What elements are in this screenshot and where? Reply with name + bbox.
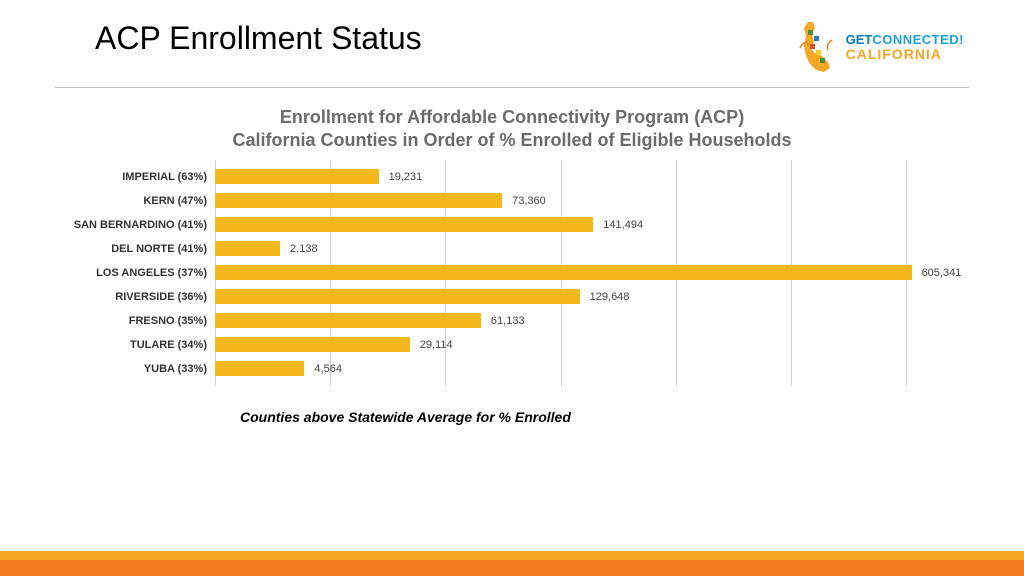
bar-value-label: 605,341 xyxy=(922,267,962,279)
y-axis-labels: IMPERIAL (63%)KERN (47%)SAN BERNARDINO (… xyxy=(60,165,215,381)
bar xyxy=(215,169,379,184)
logo-get: GET xyxy=(846,32,873,47)
bar xyxy=(215,313,481,328)
bar-row: 29,114 xyxy=(215,333,964,357)
y-label: FRESNO (35%) xyxy=(60,309,207,333)
y-label: TULARE (34%) xyxy=(60,333,207,357)
chart-title: Enrollment for Affordable Connectivity P… xyxy=(60,106,964,153)
logo: GETCONNECTED! CALIFORNIA xyxy=(798,20,964,75)
logo-california: CALIFORNIA xyxy=(846,47,964,62)
chart-title-line1: Enrollment for Affordable Connectivity P… xyxy=(280,107,744,127)
bar-value-label: 73,360 xyxy=(512,195,546,207)
bars: 19,231 73,360 141,494 2,138 605,341 129,648 61… xyxy=(215,165,964,381)
y-label: YUBA (33%) xyxy=(60,357,207,381)
bar-value-label: 141,494 xyxy=(603,219,643,231)
logo-connected: CONNECTED! xyxy=(872,32,964,47)
bar xyxy=(215,361,304,376)
bar-value-label: 19,231 xyxy=(389,171,423,183)
bar-row: 4,564 xyxy=(215,357,964,381)
y-label: SAN BERNARDINO (41%) xyxy=(60,213,207,237)
footer-bar-top xyxy=(0,551,1024,560)
bar-value-label: 129,648 xyxy=(590,291,630,303)
chart: IMPERIAL (63%)KERN (47%)SAN BERNARDINO (… xyxy=(60,165,964,381)
bar-value-label: 29,114 xyxy=(420,339,453,351)
page-title: ACP Enrollment Status xyxy=(95,20,422,57)
plot-area: 19,231 73,360 141,494 2,138 605,341 129,648 61… xyxy=(215,165,964,381)
bar xyxy=(215,241,280,256)
bar xyxy=(215,337,410,352)
bar xyxy=(215,193,502,208)
logo-line1: GETCONNECTED! xyxy=(846,33,964,47)
bar-value-label: 61,133 xyxy=(491,315,525,327)
bar-row: 2,138 xyxy=(215,237,964,261)
bar xyxy=(215,289,580,304)
header: ACP Enrollment Status GETCONNECTED! CALI… xyxy=(0,0,1024,75)
footer xyxy=(0,551,1024,576)
chart-title-line2: California Counties in Order of % Enroll… xyxy=(232,130,791,150)
bar-value-label: 4,564 xyxy=(314,363,342,375)
bar-value-label: 2,138 xyxy=(290,243,318,255)
footer-bar-bottom xyxy=(0,560,1024,576)
chart-caption: Counties above Statewide Average for % E… xyxy=(240,409,964,425)
y-label: KERN (47%) xyxy=(60,189,207,213)
bar-row: 19,231 xyxy=(215,165,964,189)
bar xyxy=(215,265,912,280)
california-icon xyxy=(798,20,838,75)
y-label: RIVERSIDE (36%) xyxy=(60,285,207,309)
y-label: LOS ANGELES (37%) xyxy=(60,261,207,285)
bar-row: 73,360 xyxy=(215,189,964,213)
y-label: IMPERIAL (63%) xyxy=(60,165,207,189)
y-label: DEL NORTE (41%) xyxy=(60,237,207,261)
logo-text: GETCONNECTED! CALIFORNIA xyxy=(846,33,964,63)
bar-row: 129,648 xyxy=(215,285,964,309)
bar xyxy=(215,217,593,232)
chart-container: Enrollment for Affordable Connectivity P… xyxy=(0,88,1024,425)
bar-row: 605,341 xyxy=(215,261,964,285)
bar-row: 61,133 xyxy=(215,309,964,333)
bar-row: 141,494 xyxy=(215,213,964,237)
